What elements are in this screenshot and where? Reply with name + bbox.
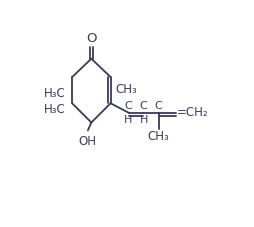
Text: OH: OH [78,135,97,148]
Text: H: H [123,115,132,125]
Text: O: O [86,32,96,45]
Text: CH₃: CH₃ [115,83,137,96]
Text: C: C [124,101,132,111]
Text: C: C [154,101,162,111]
Text: H₃C: H₃C [44,103,66,116]
Text: H: H [139,115,147,125]
Text: H₃C: H₃C [44,87,66,100]
Text: C: C [139,101,147,111]
Text: CH₃: CH₃ [147,130,169,143]
Text: =CH₂: =CH₂ [176,106,208,119]
